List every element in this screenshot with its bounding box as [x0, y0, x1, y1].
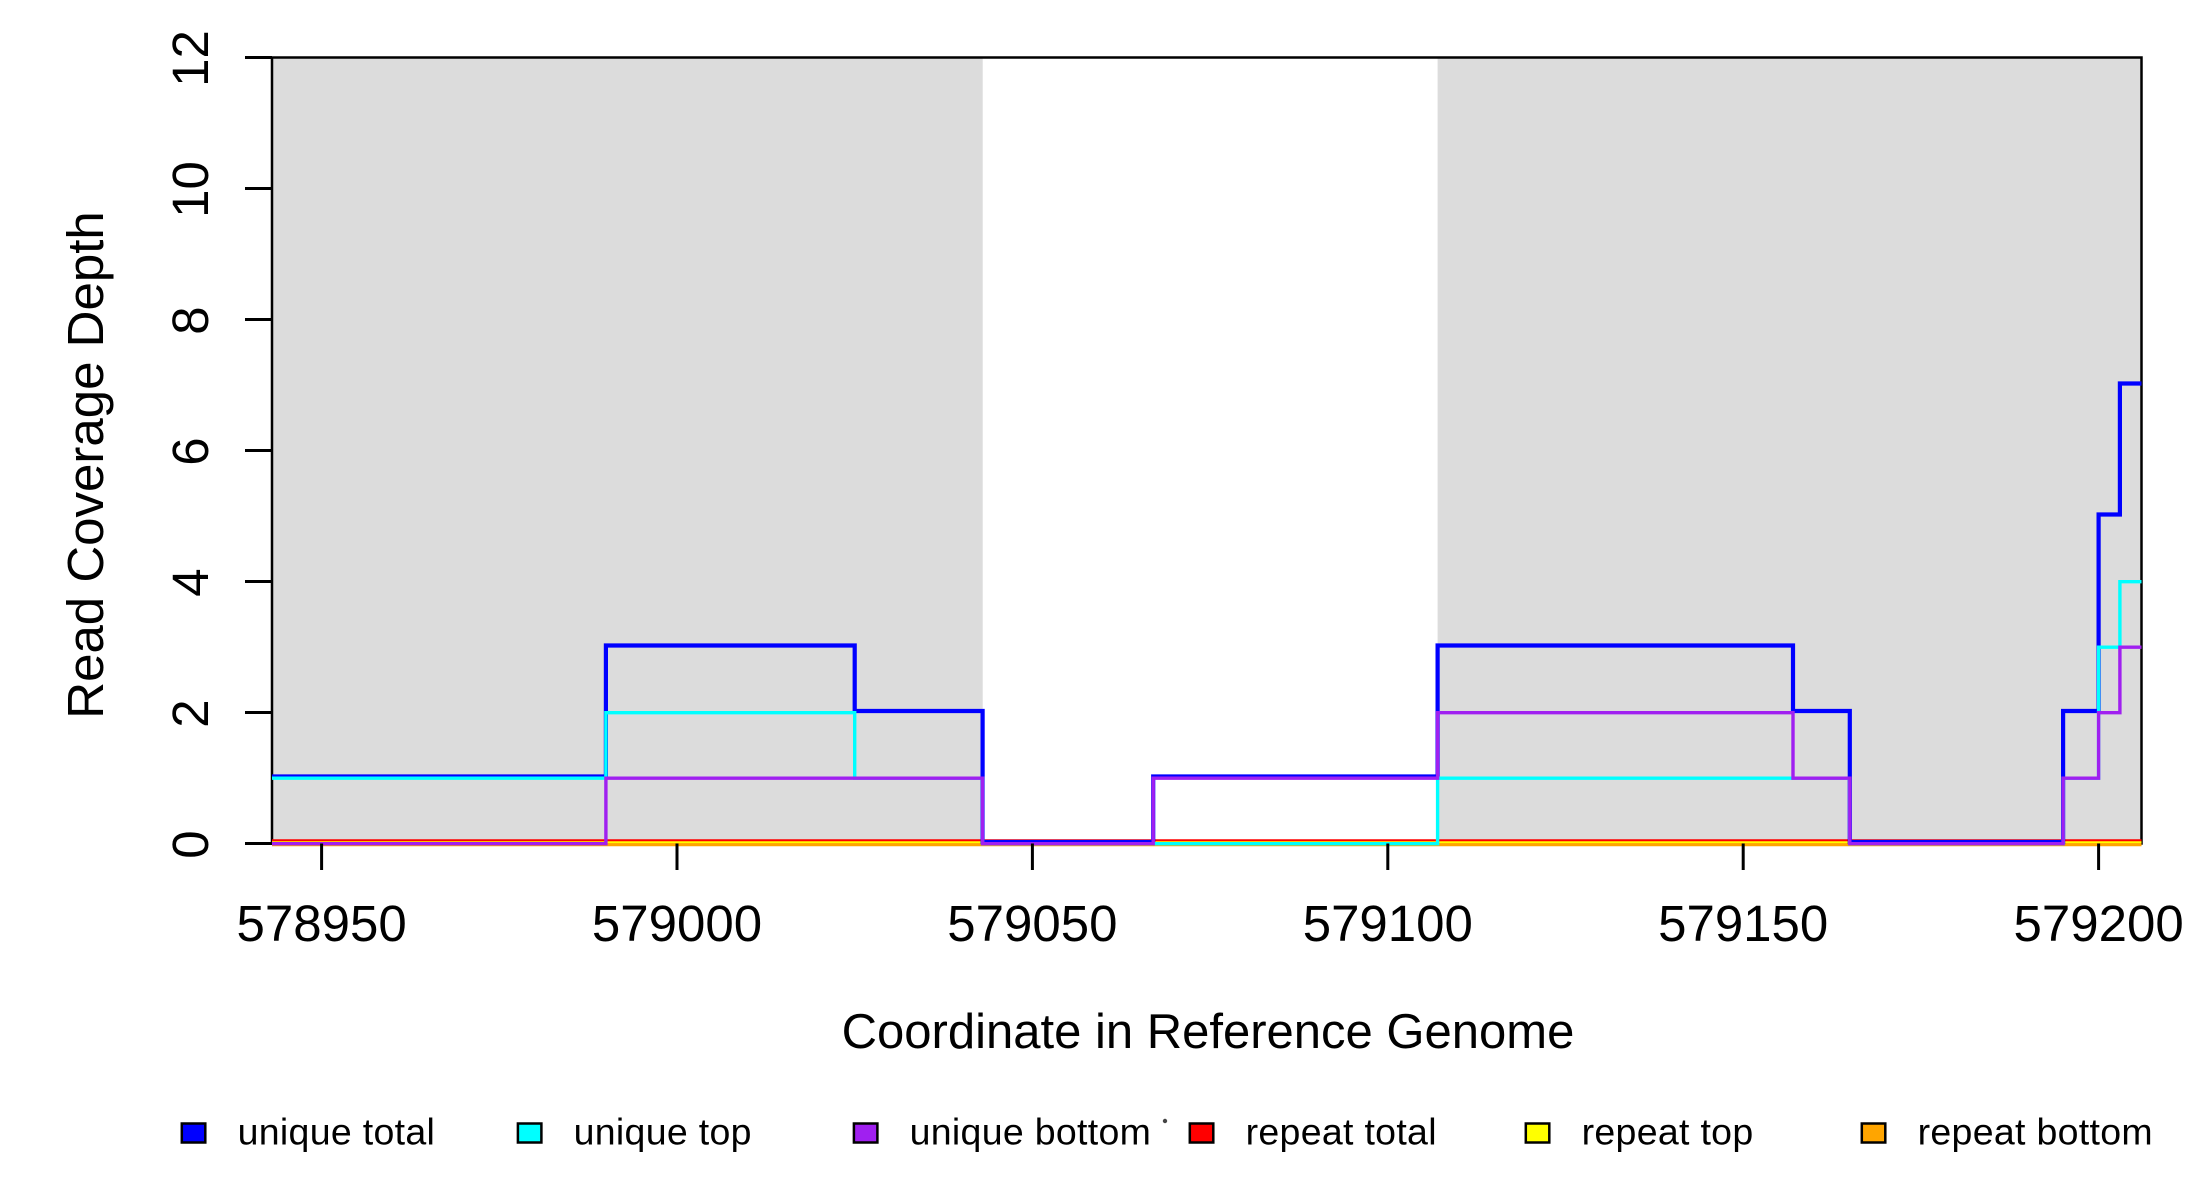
svg-text:6: 6 — [162, 437, 219, 465]
svg-text:0: 0 — [162, 830, 219, 858]
svg-text:579100: 579100 — [1303, 895, 1473, 952]
svg-text:repeat total: repeat total — [1246, 1111, 1437, 1153]
svg-text:Coordinate in Reference Genome: Coordinate in Reference Genome — [842, 1005, 1575, 1059]
svg-text:repeat top: repeat top — [1582, 1111, 1754, 1153]
svg-text:2: 2 — [162, 699, 219, 727]
svg-text:579000: 579000 — [592, 895, 762, 952]
svg-text:unique total: unique total — [238, 1111, 436, 1153]
svg-text:10: 10 — [162, 161, 219, 218]
svg-text:578950: 578950 — [237, 895, 407, 952]
svg-text:unique bottom: unique bottom — [910, 1111, 1152, 1153]
svg-text:repeat bottom: repeat bottom — [1918, 1111, 2153, 1153]
svg-text:579200: 579200 — [2014, 895, 2184, 952]
svg-text:12: 12 — [162, 30, 219, 87]
svg-text:579150: 579150 — [1658, 895, 1828, 952]
svg-text:4: 4 — [162, 568, 219, 596]
svg-text:Read Coverage Depth: Read Coverage Depth — [57, 211, 114, 719]
svg-text:579050: 579050 — [947, 895, 1117, 952]
svg-text:8: 8 — [162, 306, 219, 334]
svg-text:unique top: unique top — [574, 1111, 752, 1153]
